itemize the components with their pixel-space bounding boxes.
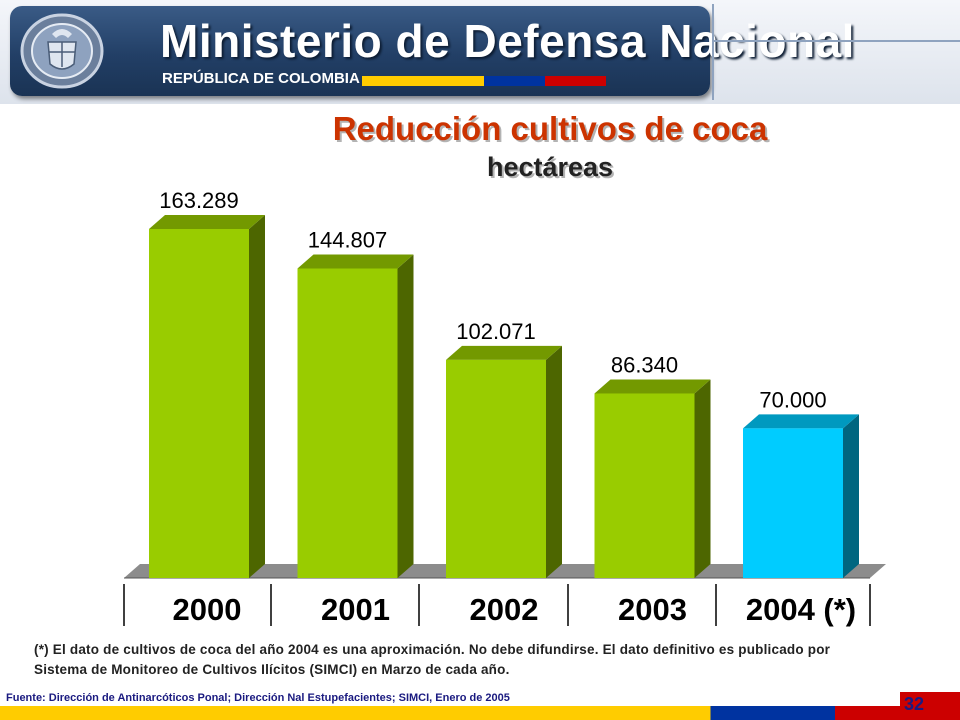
- data-label: 102.071: [456, 319, 536, 344]
- data-label: 70.000: [759, 387, 826, 412]
- x-tick-label: 2002: [470, 592, 539, 627]
- x-tick-label: 2001: [321, 592, 390, 627]
- bar-top-2000: [149, 215, 265, 229]
- source-text: Fuente: Dirección de Antinarcóticos Pona…: [6, 692, 510, 704]
- bar-top-2003: [595, 379, 711, 393]
- data-label: 163.289: [159, 188, 239, 213]
- data-label: 86.340: [611, 352, 678, 377]
- bar-side-2004 (*): [843, 414, 859, 578]
- bar-2003: [595, 393, 695, 578]
- page-number: 32: [904, 694, 924, 715]
- bar-side-2003: [695, 379, 711, 578]
- footnote: (*) El dato de cultivos de coca del año …: [34, 640, 864, 680]
- bar-2004 (*): [743, 428, 843, 578]
- bar-top-2001: [298, 255, 414, 269]
- bar-top-2004 (*): [743, 414, 859, 428]
- x-tick-label: 2004 (*): [746, 592, 856, 627]
- data-label: 144.807: [308, 228, 388, 253]
- source-bar: Fuente: Dirección de Antinarcóticos Pona…: [0, 692, 960, 720]
- bar-2002: [446, 360, 546, 578]
- bar-2001: [298, 269, 398, 578]
- x-tick-label: 2003: [618, 592, 687, 627]
- bar-side-2001: [398, 255, 414, 578]
- x-tick-label: 2000: [173, 592, 242, 627]
- bar-side-2000: [249, 215, 265, 578]
- bar-top-2002: [446, 346, 562, 360]
- bar-chart: 163.289 2000 144.807 2001 102.071 2002 86.340 2…: [0, 0, 960, 720]
- bar-side-2002: [546, 346, 562, 578]
- bar-2000: [149, 229, 249, 578]
